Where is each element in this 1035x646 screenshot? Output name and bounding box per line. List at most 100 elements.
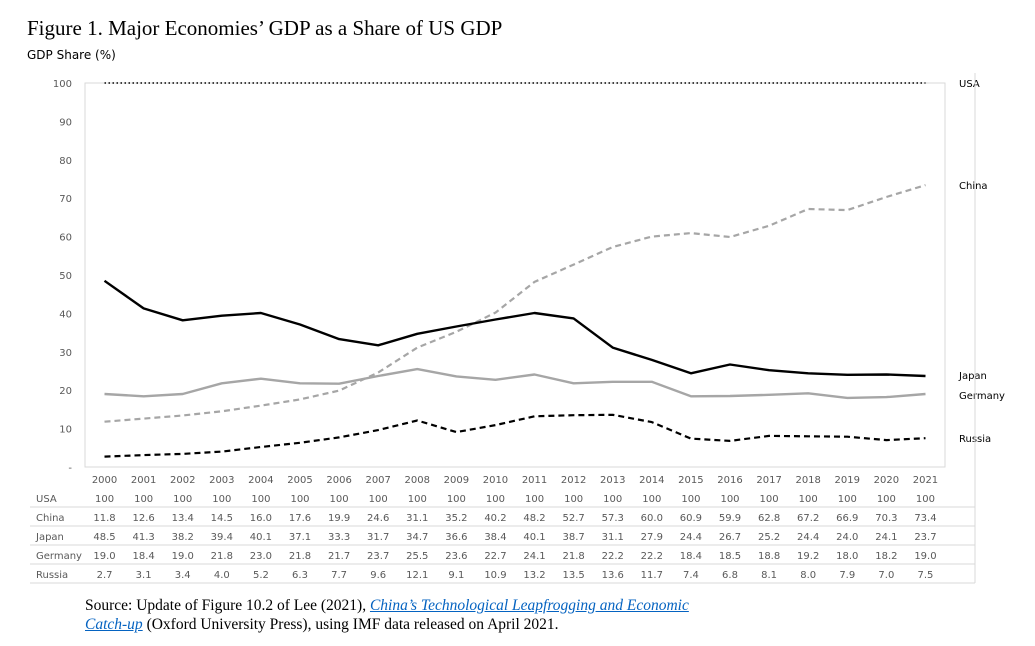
x-tick-label: 2000 (92, 475, 117, 486)
x-tick-label: 2003 (209, 475, 234, 486)
source-prefix: Source: Update of Figure 10.2 of Lee (20… (85, 597, 370, 614)
table-cell: 7.9 (839, 570, 855, 581)
table-cell: 35.2 (445, 513, 467, 524)
table-cell: 19.0 (172, 551, 194, 562)
table-cell: 8.1 (761, 570, 777, 581)
table-cell: 12.6 (133, 513, 155, 524)
table-cell: 38.4 (484, 532, 506, 543)
table-cell: 7.4 (683, 570, 699, 581)
table-cell: 100 (642, 494, 661, 505)
source-note: Source: Update of Figure 10.2 of Lee (20… (85, 596, 845, 634)
y-tick-label: - (68, 463, 72, 474)
series-line-china (104, 184, 926, 423)
table-cell: 100 (212, 494, 231, 505)
table-cell: 9.6 (370, 570, 386, 581)
book-title-link-continued[interactable]: Catch-up (85, 616, 143, 633)
series-label-usa: USA (959, 79, 980, 90)
table-cell: 100 (251, 494, 270, 505)
table-cell: 31.7 (367, 532, 389, 543)
table-cell: 100 (916, 494, 935, 505)
table-cell: 19.9 (328, 513, 350, 524)
table-cell: 7.5 (918, 570, 934, 581)
y-tick-label: 80 (59, 156, 72, 167)
y-tick-label: 90 (59, 117, 72, 128)
x-tick-label: 2001 (131, 475, 156, 486)
table-cell: 100 (564, 494, 583, 505)
table-cell: 24.4 (680, 532, 702, 543)
table-cell: 34.7 (406, 532, 428, 543)
table-cell: 100 (447, 494, 466, 505)
table-cell: 17.6 (289, 513, 311, 524)
series-label-japan: Japan (958, 371, 987, 382)
table-cell: 37.1 (289, 532, 311, 543)
x-tick-label: 2012 (561, 475, 586, 486)
table-cell: 13.2 (523, 570, 545, 581)
table-row-header: USA (36, 494, 57, 505)
plot-frame (84, 82, 946, 468)
table-cell: 6.3 (292, 570, 308, 581)
series-label-germany: Germany (959, 391, 1005, 402)
x-tick-label: 2018 (795, 475, 820, 486)
x-tick-label: 2013 (600, 475, 625, 486)
x-tick-label: 2011 (522, 475, 547, 486)
table-cell: 59.9 (719, 513, 741, 524)
table-cell: 100 (290, 494, 309, 505)
series-line-japan (103, 279, 926, 378)
figure-title: Figure 1. Major Economies’ GDP as a Shar… (27, 16, 503, 40)
table-cell: 4.0 (214, 570, 230, 581)
y-tick-label: 60 (59, 233, 72, 244)
y-axis-title: GDP Share (%) (27, 48, 116, 62)
table-cell: 40.1 (250, 532, 272, 543)
table-cell: 52.7 (563, 513, 585, 524)
table-cell: 21.7 (328, 551, 350, 562)
table-cell: 41.3 (133, 532, 155, 543)
table-row-header: Russia (36, 570, 68, 581)
line-chart: - 10 20 30 40 50 60 70 80 90 100 USA China Japan Germ… (30, 73, 1005, 584)
table-cell: 100 (681, 494, 700, 505)
table-cell: 24.4 (797, 532, 819, 543)
table-cell: 100 (877, 494, 896, 505)
table-cell: 73.4 (914, 513, 936, 524)
table-cell: 40.2 (484, 513, 506, 524)
x-tick-label: 2016 (717, 475, 742, 486)
table-cell: 70.3 (875, 513, 897, 524)
table-cell: 48.5 (93, 532, 115, 543)
table-cell: 10.9 (484, 570, 506, 581)
x-tick-label: 2004 (248, 475, 273, 486)
table-cell: 25.5 (406, 551, 428, 562)
table-cell: 9.1 (448, 570, 464, 581)
table-row-header: China (36, 513, 65, 524)
table-cell: 60.0 (641, 513, 663, 524)
x-tick-label: 2017 (756, 475, 781, 486)
table-cell: 100 (525, 494, 544, 505)
table-cell: 100 (369, 494, 388, 505)
table-cell: 2.7 (97, 570, 113, 581)
table-cell: 100 (330, 494, 349, 505)
x-tick-label: 2015 (678, 475, 703, 486)
table-row-header: Japan (35, 532, 64, 543)
table-cell: 60.9 (680, 513, 702, 524)
x-tick-label: 2006 (326, 475, 351, 486)
x-tick-label: 2019 (835, 475, 860, 486)
table-cell: 23.7 (914, 532, 936, 543)
table-cell: 25.2 (758, 532, 780, 543)
table-cell: 6.8 (722, 570, 738, 581)
book-title-link[interactable]: China’s Technological Leapfrogging and E… (369, 597, 689, 614)
x-tick-label: 2007 (365, 475, 390, 486)
table-cell: 27.9 (641, 532, 663, 543)
source-suffix: (Oxford University Press), using IMF dat… (142, 616, 559, 633)
table-cell: 100 (760, 494, 779, 505)
y-tick-label: 40 (59, 309, 72, 320)
table-cell: 21.8 (211, 551, 233, 562)
table-cell: 12.1 (406, 570, 428, 581)
table-cell: 23.0 (250, 551, 272, 562)
y-tick-label: 70 (59, 194, 72, 205)
table-cell: 18.8 (758, 551, 780, 562)
series-lines (103, 82, 926, 458)
x-tick-label: 2009 (444, 475, 469, 486)
table-cell: 3.1 (136, 570, 152, 581)
table-cell: 21.8 (289, 551, 311, 562)
y-tick-label: 30 (59, 348, 72, 359)
table-cell: 100 (134, 494, 153, 505)
